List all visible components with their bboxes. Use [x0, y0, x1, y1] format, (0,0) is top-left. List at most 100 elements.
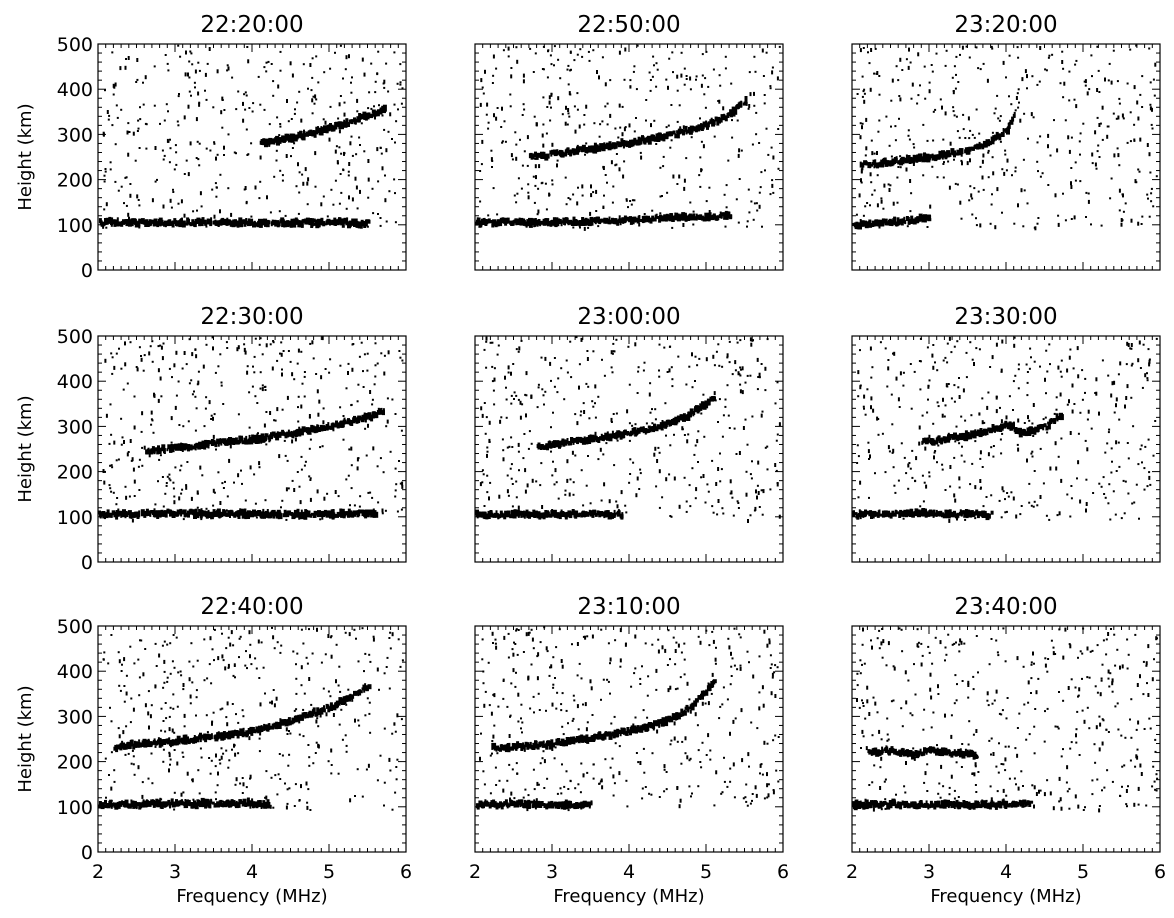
noise-point [221, 707, 224, 710]
noise-point [338, 102, 341, 107]
trace-point [350, 119, 354, 125]
trace-point [478, 513, 482, 518]
trace-point [138, 510, 141, 518]
noise-point [527, 675, 530, 680]
noise-point [138, 346, 141, 349]
noise-point [561, 725, 564, 728]
noise-point [753, 55, 756, 58]
noise-point [705, 200, 708, 203]
trace-point [117, 803, 121, 809]
noise-point [697, 749, 700, 752]
trace-point [230, 510, 234, 515]
noise-point [612, 413, 615, 415]
noise-point [356, 457, 359, 462]
trace-point [563, 803, 567, 810]
noise-point [551, 183, 554, 186]
noise-point [645, 99, 648, 101]
trace-point [258, 727, 262, 733]
noise-point [730, 651, 732, 656]
trace-point [322, 221, 326, 227]
trace-point [353, 223, 356, 227]
noise-point [104, 358, 107, 363]
noise-point [348, 162, 351, 166]
noise-point [110, 634, 113, 636]
noise-point [569, 198, 572, 201]
noise-point [510, 371, 512, 376]
noise-point [526, 164, 529, 167]
noise-point [502, 788, 505, 793]
noise-point [387, 130, 390, 133]
noise-point [400, 429, 403, 432]
panel-ticks [474, 335, 784, 563]
noise-point [189, 141, 192, 146]
noise-point [769, 488, 772, 491]
noise-point [194, 86, 196, 89]
noise-point [129, 645, 132, 648]
noise-point [227, 666, 230, 669]
trace-point [477, 217, 481, 224]
noise-point [133, 479, 136, 484]
trace-point [581, 437, 586, 445]
noise-point [653, 64, 655, 67]
trace-point [271, 509, 276, 515]
noise-point [775, 469, 778, 472]
noise-point [501, 438, 504, 441]
noise-point [576, 53, 579, 56]
noise-point [606, 181, 608, 184]
trace-point [323, 125, 327, 130]
trace-point [266, 433, 269, 438]
noise-point [689, 76, 692, 81]
noise-point [258, 461, 261, 466]
trace-point [656, 135, 661, 142]
trace-point [672, 130, 676, 135]
noise-point [367, 196, 370, 199]
noise-point [226, 69, 229, 72]
noise-point [317, 743, 320, 748]
noise-point [264, 692, 266, 695]
noise-point [162, 760, 165, 763]
noise-point [627, 345, 630, 348]
noise-point [218, 758, 221, 761]
noise-point [580, 677, 583, 680]
noise-point [220, 384, 223, 387]
noise-point [509, 105, 512, 108]
trace-point [241, 801, 246, 807]
noise-point [129, 439, 132, 443]
trace-point [322, 127, 327, 133]
noise-point [641, 787, 644, 790]
noise-point [571, 643, 573, 646]
noise-point [183, 213, 186, 218]
trace-point [148, 801, 152, 807]
trace-point [694, 216, 697, 221]
noise-point [659, 212, 662, 215]
noise-point [284, 782, 286, 785]
noise-point [124, 753, 127, 756]
noise-point [500, 416, 503, 419]
noise-point [269, 701, 272, 704]
noise-point [493, 367, 496, 370]
noise-point [749, 92, 752, 97]
noise-point [249, 465, 252, 470]
noise-point [312, 95, 315, 98]
trace-point [221, 732, 225, 739]
noise-point [163, 119, 166, 122]
noise-point [708, 210, 711, 214]
noise-point [324, 120, 327, 125]
noise-point [131, 749, 134, 752]
noise-point [109, 403, 112, 406]
noise-point [345, 750, 348, 753]
noise-point [117, 651, 120, 654]
noise-point [386, 656, 389, 659]
noise-point [643, 213, 646, 215]
trace-point [703, 123, 706, 128]
noise-point [198, 69, 201, 72]
noise-point [586, 350, 589, 352]
noise-point [163, 670, 166, 673]
noise-point [144, 648, 147, 650]
trace-point [359, 221, 363, 229]
noise-point [768, 640, 771, 645]
noise-point [695, 487, 698, 492]
trace-point [591, 434, 595, 441]
noise-point [393, 103, 396, 106]
noise-point [130, 697, 133, 700]
